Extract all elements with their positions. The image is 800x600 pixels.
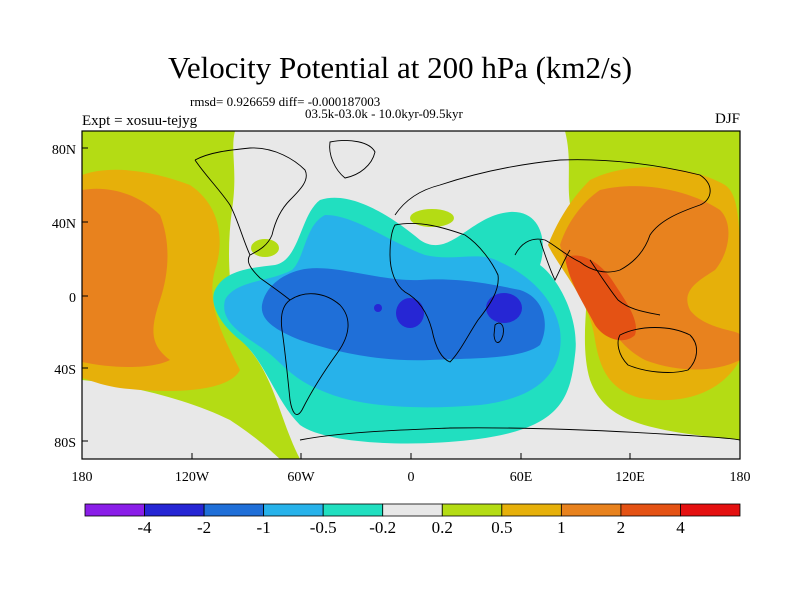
lat-label-40s: 40S	[54, 363, 76, 378]
contour-field	[82, 131, 740, 459]
stats-line: rmsd= 0.926659 diff= -0.000187003	[190, 94, 381, 109]
colorbar-box-3	[263, 503, 324, 517]
coast-australia	[617, 327, 697, 373]
colorbar-box-1	[144, 503, 205, 517]
lat-label-80n: 80N	[52, 143, 76, 158]
coast-north-america-west	[194, 159, 251, 256]
lon-label-180e: 180	[730, 470, 751, 485]
season-label: DJF	[714, 111, 740, 127]
colorbar-box-6	[441, 503, 503, 517]
colorbar-label-0: -4	[137, 518, 152, 537]
lat-label-0: 0	[69, 291, 76, 306]
lat-label-40n: 40N	[52, 217, 76, 232]
coast-north-america	[194, 147, 307, 301]
coast-india	[539, 239, 571, 282]
contour-yellow-gulf	[251, 239, 279, 257]
colorbar-box-7	[501, 503, 562, 517]
colorbar-box-8	[560, 503, 622, 517]
lon-label-60e: 60E	[510, 470, 533, 485]
colorbar-label-8: 2	[616, 518, 626, 537]
colorbar	[84, 503, 741, 517]
coast-south-america	[280, 293, 349, 415]
contour-pos-1-west	[82, 188, 170, 367]
colorbar-label-1: -2	[196, 518, 212, 537]
contour-near-zero-west	[82, 380, 280, 459]
coast-se-asia	[589, 259, 661, 316]
colorbar-label-4: -0.2	[369, 518, 397, 537]
colorbar-box-0	[84, 503, 145, 517]
contour-pos-1-east	[560, 186, 740, 370]
coast-eurasia	[394, 159, 711, 273]
colorbar-label-5: 0.2	[431, 518, 453, 537]
colorbar-box-2	[203, 503, 265, 517]
lon-label-120w: 120W	[175, 470, 210, 485]
lon-label-60w: 60W	[287, 470, 315, 485]
contour-neg-2-amazon	[374, 304, 382, 312]
colorbar-box-10	[680, 503, 741, 517]
lon-label-0: 0	[408, 470, 415, 485]
lon-axis: 180 120W 60W 0 60E 120E 180	[72, 453, 751, 485]
experiment-label: Expt = xosuu-tejyg	[82, 113, 198, 129]
lat-label-80s: 80S	[54, 436, 76, 451]
colorbar-label-6: 0.5	[491, 518, 513, 537]
coast-madagascar	[493, 322, 504, 343]
colorbar-label-7: 1	[557, 518, 566, 537]
map-title: Velocity Potential at 200 hPa (km2/s)	[167, 50, 633, 85]
lon-label-180w: 180	[72, 470, 93, 485]
contour-neg-2-africa	[396, 298, 424, 328]
coast-greenland	[329, 140, 376, 179]
lat-axis: 80N 40N 0 40S 80S	[52, 143, 88, 451]
contour-pos-2-east	[565, 255, 636, 341]
colorbar-box-9	[620, 503, 681, 517]
colorbar-box-5	[382, 503, 443, 517]
period-line: 03.5k-03.0k - 10.0kyr-09.5kyr	[305, 106, 463, 121]
contour-neg-2-indian	[486, 293, 522, 323]
lon-label-120e: 120E	[615, 470, 645, 485]
colorbar-box-4	[322, 503, 384, 517]
colorbar-label-9: 4	[676, 518, 685, 537]
colorbar-label-3: -0.5	[309, 518, 337, 537]
colorbar-label-2: -1	[256, 518, 271, 537]
coast-antarctica	[299, 427, 740, 441]
coastlines	[194, 140, 740, 441]
coast-africa	[389, 222, 499, 363]
contour-yellow-med	[410, 209, 454, 227]
